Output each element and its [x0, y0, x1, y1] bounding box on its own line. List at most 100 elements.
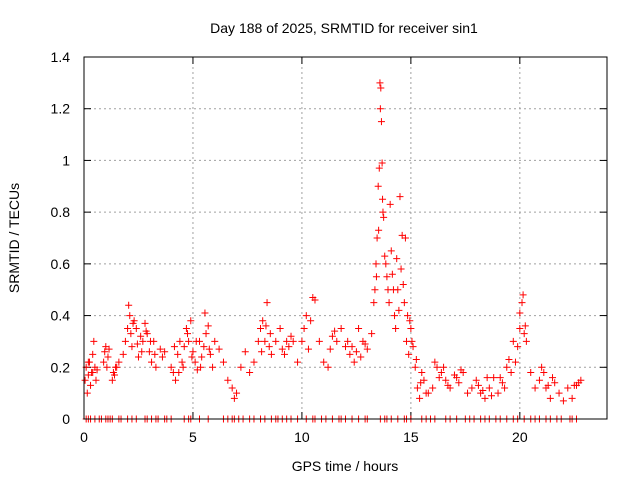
- data-point: [464, 389, 472, 397]
- data-point: [246, 368, 254, 376]
- data-point: [125, 301, 133, 309]
- data-point: [371, 286, 379, 294]
- data-point: [363, 345, 371, 353]
- data-point: [483, 374, 491, 382]
- data-point: [93, 366, 101, 374]
- data-point: [272, 337, 280, 345]
- data-point: [503, 363, 511, 371]
- data-point: [514, 343, 522, 351]
- data-point: [204, 322, 212, 330]
- x-tick-label: 10: [294, 429, 310, 445]
- data-point: [285, 343, 293, 351]
- data-point: [103, 363, 111, 371]
- data-point: [372, 260, 380, 268]
- data-point: [105, 345, 113, 353]
- data-point: [376, 79, 384, 87]
- x-tick-label: 20: [512, 429, 528, 445]
- data-point: [161, 348, 169, 356]
- data-point: [519, 291, 527, 299]
- data-point: [395, 306, 403, 314]
- data-point: [83, 389, 91, 397]
- data-point: [257, 325, 265, 332]
- data-point: [89, 368, 97, 376]
- data-point: [108, 376, 116, 384]
- data-point: [197, 363, 205, 371]
- data-point: [391, 312, 399, 320]
- data-point: [84, 358, 92, 366]
- data-point: [380, 213, 388, 221]
- data-point: [372, 273, 380, 281]
- data-point: [505, 356, 513, 364]
- data-point: [374, 182, 382, 190]
- y-tick-label: 0: [62, 411, 70, 427]
- data-point: [376, 105, 384, 113]
- data-point: [90, 337, 98, 345]
- data-point: [396, 193, 404, 201]
- data-point: [412, 356, 420, 364]
- data-point: [518, 299, 526, 307]
- data-point: [172, 376, 180, 384]
- data-point: [129, 319, 137, 327]
- data-point: [409, 343, 417, 351]
- data-point: [442, 376, 450, 384]
- data-point: [481, 394, 489, 402]
- data-point: [357, 353, 365, 361]
- x-axis-label: GPS time / hours: [292, 458, 399, 474]
- data-point: [139, 337, 147, 345]
- data-point: [377, 118, 385, 126]
- data-point: [145, 348, 153, 356]
- data-point: [224, 376, 232, 384]
- data-point: [191, 358, 199, 366]
- data-point: [320, 358, 328, 366]
- data-point: [134, 353, 142, 361]
- grid-lines: [84, 57, 607, 419]
- data-point: [559, 397, 567, 405]
- data-point: [352, 348, 360, 356]
- data-point: [394, 286, 402, 294]
- data-point: [408, 337, 416, 345]
- data-point: [551, 379, 559, 387]
- data-point: [407, 325, 415, 332]
- data-point: [328, 332, 336, 340]
- data-point: [146, 337, 154, 345]
- x-tick-label: 5: [189, 429, 197, 445]
- data-point: [375, 164, 383, 172]
- data-point: [472, 376, 480, 384]
- data-point: [228, 384, 236, 392]
- data-point: [507, 368, 515, 376]
- data-point: [381, 252, 389, 260]
- data-point: [520, 330, 528, 338]
- data-point: [399, 281, 407, 289]
- data-point: [522, 337, 530, 345]
- data-point: [167, 363, 175, 371]
- data-point: [440, 363, 448, 371]
- data-point: [337, 325, 345, 332]
- data-point: [266, 330, 274, 338]
- data-point: [142, 327, 150, 335]
- data-point: [496, 374, 504, 382]
- data-point: [309, 293, 317, 301]
- y-tick-label: 1.2: [51, 101, 71, 117]
- data-point: [124, 325, 132, 332]
- data-point: [206, 350, 214, 358]
- data-point: [104, 353, 112, 361]
- data-point: [174, 350, 182, 358]
- data-point: [468, 384, 476, 392]
- data-point: [382, 260, 390, 268]
- data-point: [258, 348, 266, 356]
- data-point: [283, 337, 291, 345]
- data-point: [170, 343, 178, 351]
- data-point: [215, 345, 223, 353]
- y-tick-label: 1.4: [51, 49, 71, 65]
- data-point: [233, 389, 241, 397]
- data-point: [377, 84, 385, 92]
- data-point: [112, 363, 120, 371]
- data-point: [383, 273, 391, 281]
- data-point: [404, 312, 412, 320]
- data-point: [444, 381, 452, 389]
- data-point: [418, 368, 426, 376]
- data-point: [393, 255, 401, 263]
- data-point: [498, 379, 506, 387]
- data-point: [431, 358, 439, 366]
- data-point: [263, 299, 271, 307]
